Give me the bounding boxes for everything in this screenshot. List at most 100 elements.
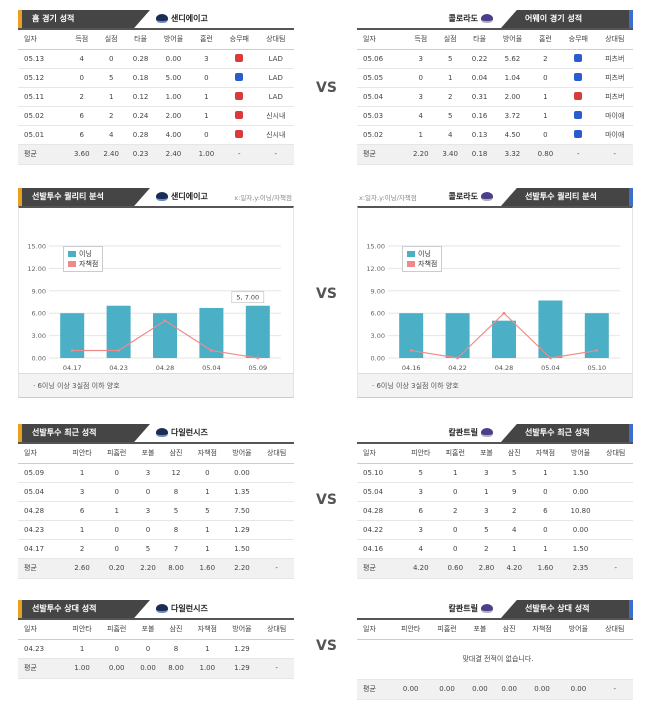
table-cell: 1.50 xyxy=(562,539,599,559)
column-header: 포볼 xyxy=(134,619,162,640)
x-tick-label: 04.17 xyxy=(63,364,82,372)
table-cell: 05.02 xyxy=(18,106,68,126)
column-header: 상대팀 xyxy=(257,29,294,50)
table-cell: 3 xyxy=(472,463,501,483)
table-cell: 5 xyxy=(435,49,465,69)
table-cell: 피츠버 xyxy=(596,49,633,69)
table-cell: 05.06 xyxy=(357,49,407,69)
recent-left-table: 일자 피안타 피홈런 포볼 삼진 자책점 방어율 상대팀 05.09 1 0 3 12 0 0.00 05.0… xyxy=(18,442,294,579)
table-cell: 1 xyxy=(189,639,225,659)
earned-runs-point xyxy=(210,349,213,352)
average-cell: 평균 xyxy=(357,144,407,165)
table-cell: 1 xyxy=(438,463,473,483)
table-cell: 6 xyxy=(67,106,97,126)
table-cell: 0.31 xyxy=(464,87,495,107)
table-cell: 0 xyxy=(406,68,436,88)
quality-left-note: · 6이닝 이상 3실점 이하 양호 xyxy=(19,373,293,397)
table-row: 05.05 0 1 0.04 1.04 0 피츠버 xyxy=(357,68,633,88)
table-cell: 4.00 xyxy=(155,125,192,145)
table-cell: 12 xyxy=(162,463,190,483)
column-header: 타율 xyxy=(125,29,156,50)
table-cell: 5 xyxy=(435,106,465,126)
column-header: 포볼 xyxy=(134,443,162,464)
padres-logo-icon xyxy=(156,192,168,201)
recent-right-table: 일자 피안타 피홈런 포볼 삼진 자책점 방어율 상대팀 05.10 5 1 3 5 1 1.50 05.04… xyxy=(357,442,633,579)
average-cell: 0.00 xyxy=(392,679,429,700)
average-cell: 0.18 xyxy=(464,144,495,165)
table-cell: 05.09 xyxy=(18,463,65,483)
table-cell: 1 xyxy=(435,68,465,88)
table-row: 05.02 6 2 0.24 2.00 1 신시내 xyxy=(18,106,294,126)
table-cell: 04.22 xyxy=(357,520,404,540)
table-cell: 05.13 xyxy=(18,49,68,69)
quality-left-legend: 이닝 자책점 xyxy=(63,246,104,272)
vs-right-panel: 칼콴트릴 선발투수 상대 성적 일자 피안타 피홈런 포볼 삼진 자책점 방어율 상대팀 맞대결… xyxy=(357,600,633,700)
average-cell: 1.00 xyxy=(64,658,100,679)
table-cell: 3 xyxy=(472,501,501,521)
average-cell: 0.00 xyxy=(134,658,162,679)
y-tick-label: 3.00 xyxy=(371,332,385,340)
column-header: 상대팀 xyxy=(596,619,633,640)
table-cell: 4 xyxy=(403,539,438,559)
table-cell: 0 xyxy=(191,68,222,88)
average-cell: 2.60 xyxy=(64,558,100,579)
table-cell: 마이애 xyxy=(596,125,633,145)
average-cell: 4.20 xyxy=(403,558,438,579)
average-cell: 2.20 xyxy=(224,558,260,579)
loss-badge-icon xyxy=(235,129,244,138)
table-cell: 1 xyxy=(189,520,225,540)
legend-swatch-er xyxy=(68,261,76,267)
average-cell: 8.00 xyxy=(162,558,190,579)
home-team-name: 샌디에이고 xyxy=(156,13,208,24)
table-cell xyxy=(598,539,633,559)
table-cell: 3 xyxy=(191,49,222,69)
table-cell: 05.04 xyxy=(18,482,65,502)
y-tick-label: 9.00 xyxy=(32,287,46,295)
table-cell: 5 xyxy=(189,501,225,521)
column-header: 삼진 xyxy=(494,619,524,640)
table-cell: 2 xyxy=(438,501,473,521)
result-badge xyxy=(560,125,597,145)
y-tick-label: 15.00 xyxy=(366,243,385,251)
y-tick-label: 9.00 xyxy=(371,287,385,295)
quality-right-axis-caption: x:일자,y:이닝/자책점 xyxy=(359,194,417,202)
table-cell: 0.24 xyxy=(125,106,156,126)
quality-left-panel: 선발투수 퀄리티 분석 샌디에이고 x:일자,y:이닝/자책점 0.00 3.00… xyxy=(18,188,294,398)
table-cell: 0 xyxy=(99,639,135,659)
result-badge xyxy=(221,106,258,126)
empty-row: 맞대결 전적이 없습니다. xyxy=(357,639,633,680)
table-cell: 2 xyxy=(64,539,100,559)
table-cell: 05.12 xyxy=(18,68,68,88)
y-tick-label: 0.00 xyxy=(371,355,385,363)
table-row: 05.10 5 1 3 5 1 1.50 xyxy=(357,463,633,483)
average-row: 평균 3.60 2.40 0.23 2.40 1.00- - xyxy=(18,144,294,165)
table-cell: 4 xyxy=(96,125,126,145)
recent-left-panel: 선발투수 최근 성적 다일런시즈 일자 피안타 피홈런 포볼 삼진 자책점 방어율 상대팀 05… xyxy=(18,424,294,579)
table-cell: 0.22 xyxy=(464,49,495,69)
vs-left-table: 일자 피안타 피홈런 포볼 삼진 자책점 방어율 상대팀 04.23 1 0 0 8 1 1.29 평균 1.0… xyxy=(18,618,294,679)
recent-right-pitcher: 칼콴트릴 xyxy=(449,427,493,438)
average-cell: 평균 xyxy=(357,558,404,579)
quality-left-axis-caption: x:일자,y:이닝/자책점 xyxy=(234,194,292,202)
x-tick-label: 04.22 xyxy=(448,364,467,372)
column-header: 승무패 xyxy=(221,29,258,50)
table-cell: 1 xyxy=(64,520,100,540)
table-cell xyxy=(598,520,633,540)
recent-right-panel: 칼콴트릴 선발투수 최근 성적 일자 피안타 피홈런 포볼 삼진 자책점 방어율 상대팀 05.… xyxy=(357,424,633,579)
table-cell: 5 xyxy=(472,520,501,540)
table-cell: 04.28 xyxy=(18,501,65,521)
average-cell: 2.20 xyxy=(406,144,436,165)
table-cell: 05.03 xyxy=(357,106,407,126)
table-cell: 2.00 xyxy=(155,106,192,126)
table-cell: 2 xyxy=(500,501,529,521)
result-badge xyxy=(221,68,258,88)
table-row: 04.23 1 0 0 8 1 1.29 xyxy=(18,520,294,540)
average-cell: 평균 xyxy=(18,558,65,579)
table-cell: 05.01 xyxy=(18,125,68,145)
vs-label: VS xyxy=(316,492,337,508)
table-cell: 5.62 xyxy=(494,49,531,69)
table-cell: 05.11 xyxy=(18,87,68,107)
table-row: 05.12 0 5 0.18 5.00 0 LAD xyxy=(18,68,294,88)
table-cell: 1 xyxy=(530,87,561,107)
x-tick-label: 05.04 xyxy=(541,364,560,372)
